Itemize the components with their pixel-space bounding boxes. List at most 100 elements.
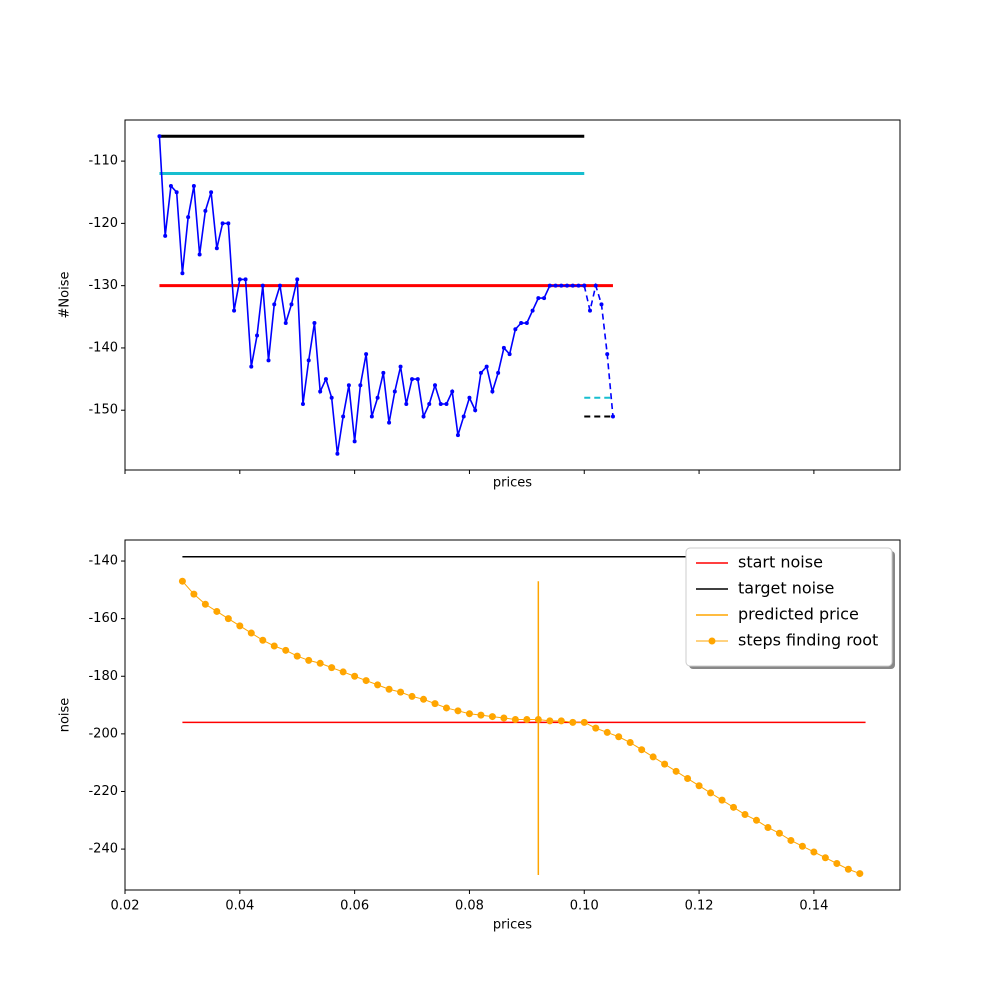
marker xyxy=(312,321,317,326)
marker xyxy=(444,401,449,406)
marker xyxy=(335,451,340,456)
y-tick-label: -140 xyxy=(88,340,118,355)
marker xyxy=(387,420,392,425)
marker xyxy=(477,711,485,719)
marker xyxy=(214,246,219,251)
marker xyxy=(362,677,370,685)
marker xyxy=(547,283,552,288)
marker xyxy=(392,389,397,394)
marker xyxy=(329,395,334,400)
marker xyxy=(259,636,267,644)
marker xyxy=(511,715,519,723)
marker xyxy=(201,600,209,608)
marker xyxy=(741,811,749,819)
x-tick-label: 0.14 xyxy=(799,899,828,914)
y-tick-label: -150 xyxy=(88,403,118,418)
marker xyxy=(580,718,588,726)
marker xyxy=(339,668,347,676)
marker xyxy=(226,221,231,226)
marker xyxy=(461,414,466,419)
marker xyxy=(787,836,795,844)
marker xyxy=(557,717,565,725)
marker xyxy=(404,401,409,406)
marker xyxy=(582,283,587,288)
marker xyxy=(415,377,420,382)
marker xyxy=(536,296,541,301)
marker xyxy=(323,377,328,382)
marker xyxy=(605,352,610,357)
marker xyxy=(282,646,290,654)
marker xyxy=(810,848,818,856)
y-tick-label: -160 xyxy=(88,611,118,626)
marker xyxy=(260,283,265,288)
marker xyxy=(174,190,179,195)
marker xyxy=(191,184,196,189)
legend-label: predicted price xyxy=(738,605,859,624)
y-axis-label: noise xyxy=(58,698,73,733)
marker xyxy=(570,283,575,288)
marker xyxy=(369,414,374,419)
marker xyxy=(398,364,403,369)
marker xyxy=(684,775,692,783)
marker xyxy=(450,389,455,394)
marker xyxy=(157,134,162,139)
marker xyxy=(272,302,277,307)
marker xyxy=(524,321,529,326)
marker xyxy=(318,389,323,394)
marker xyxy=(351,672,359,680)
marker xyxy=(224,615,232,623)
marker xyxy=(565,283,570,288)
marker xyxy=(385,685,393,693)
marker xyxy=(775,829,783,837)
marker xyxy=(672,767,680,775)
marker xyxy=(569,718,577,726)
marker xyxy=(473,408,478,413)
marker xyxy=(484,364,489,369)
marker xyxy=(856,870,864,878)
marker xyxy=(374,681,382,689)
marker xyxy=(496,370,501,375)
marker xyxy=(593,283,598,288)
x-tick-label: 0.10 xyxy=(570,899,599,914)
y-tick-label: -200 xyxy=(88,726,118,741)
marker xyxy=(638,746,646,754)
marker xyxy=(433,383,437,388)
x-tick-label: 0.12 xyxy=(685,899,714,914)
marker xyxy=(546,717,554,725)
marker xyxy=(364,352,369,357)
x-tick-label: 0.02 xyxy=(111,899,140,914)
marker xyxy=(500,714,508,722)
y-tick-label: -140 xyxy=(88,554,118,569)
marker xyxy=(730,803,738,811)
marker xyxy=(328,664,336,672)
marker xyxy=(427,401,432,406)
marker xyxy=(478,370,483,375)
marker xyxy=(576,283,581,288)
marker xyxy=(530,308,535,313)
legend-label: steps finding root xyxy=(738,631,878,650)
marker xyxy=(431,700,439,708)
marker xyxy=(661,760,669,768)
marker xyxy=(213,607,221,615)
marker xyxy=(798,842,806,850)
marker xyxy=(186,215,191,220)
marker xyxy=(844,865,852,873)
marker xyxy=(266,358,271,363)
marker xyxy=(542,296,547,301)
marker xyxy=(501,345,506,350)
axes-frame xyxy=(124,539,901,891)
marker xyxy=(236,622,244,630)
marker xyxy=(615,733,623,741)
marker xyxy=(421,414,426,419)
x-axis-label: prices xyxy=(493,918,532,933)
marker xyxy=(588,308,592,313)
marker xyxy=(358,383,363,388)
marker xyxy=(454,707,462,715)
marker xyxy=(833,859,841,867)
marker xyxy=(465,710,473,718)
marker xyxy=(375,395,380,400)
marker xyxy=(821,854,829,862)
marker xyxy=(197,252,202,257)
marker xyxy=(707,789,715,797)
